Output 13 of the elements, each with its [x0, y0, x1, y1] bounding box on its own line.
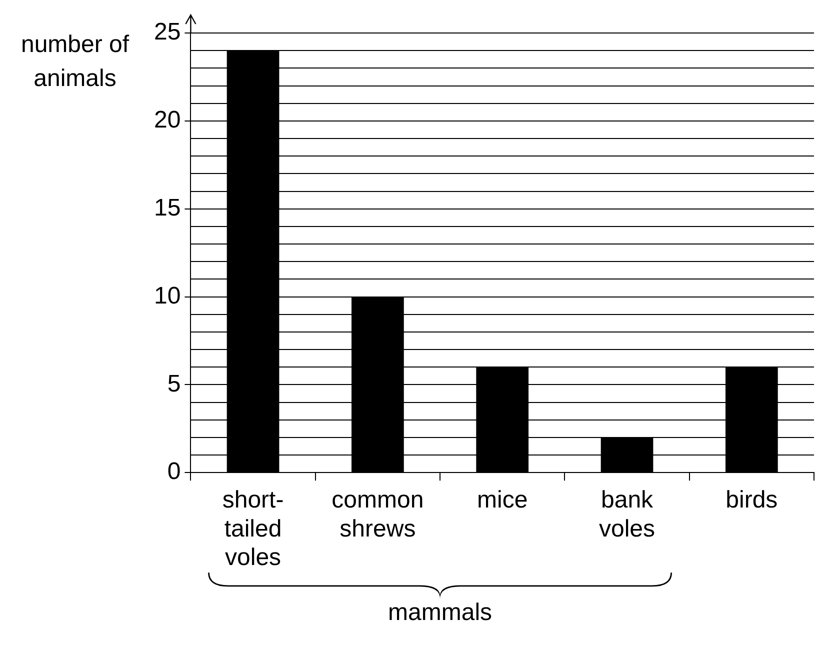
x-tick-label: short-tailed voles — [222, 486, 284, 572]
y-tick-label: 15 — [154, 194, 181, 222]
y-tick-label: 20 — [154, 106, 181, 134]
y-tick-label: 25 — [154, 18, 181, 46]
text: mammals — [388, 598, 492, 627]
y-tick-label: 10 — [154, 282, 181, 310]
x-tick-label: bank voles — [598, 486, 656, 542]
y-tick-label: 0 — [167, 458, 181, 486]
x-tick-label: common shrews — [332, 486, 424, 542]
y-tick-label: 5 — [167, 370, 181, 398]
x-tick-label: birds — [726, 486, 778, 514]
y-axis-title: number of animals — [20, 30, 130, 94]
x-tick-label: mice — [477, 486, 528, 514]
